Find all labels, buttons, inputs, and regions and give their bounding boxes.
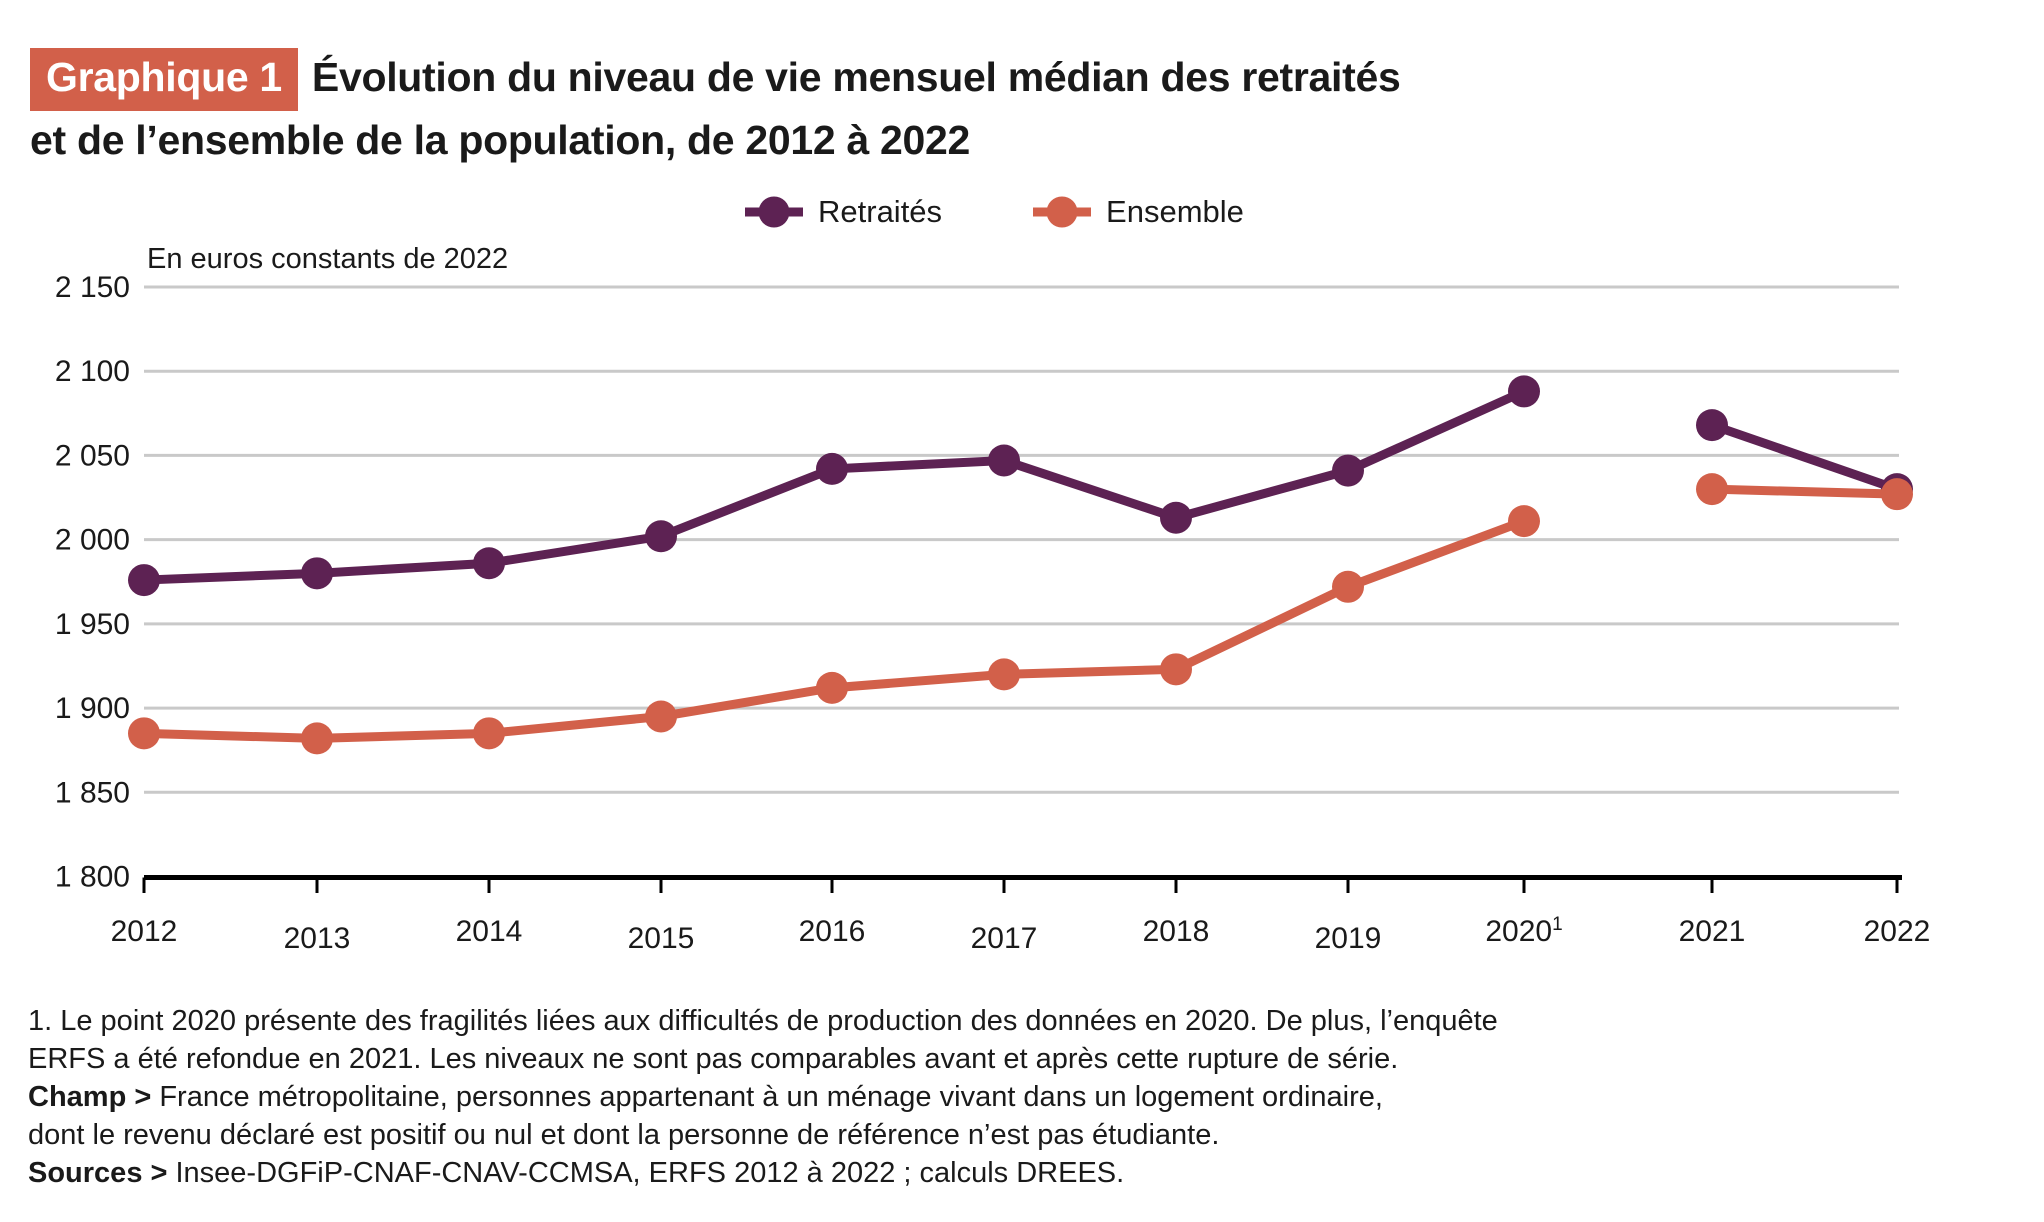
data-point-Retraités-2012 [128, 564, 160, 597]
x-axis-label-2016: 2016 [799, 915, 866, 948]
data-point-Ensemble-2021 [1696, 473, 1728, 506]
legend-label-ensemble: Ensemble [1106, 194, 1244, 229]
legend-label-retraites: Retraités [818, 194, 943, 229]
x-axis-label-2021: 2021 [1679, 915, 1746, 948]
y-axis-label-2100: 2 100 [55, 355, 130, 388]
x-axis-label-2015: 2015 [628, 922, 695, 955]
legend-marker-ensemble-icon [1033, 196, 1092, 228]
x-axis-label-2020: 20201 [1485, 914, 1562, 948]
data-point-Retraités-2020 [1508, 375, 1540, 408]
line-chart: 2 150 2 100 2 050 2 000 1 950 1 900 1 850 1 800… [55, 271, 1931, 955]
data-point-Ensemble-2016 [816, 671, 848, 704]
x-axis-label-2012: 2012 [111, 915, 178, 948]
series-line-Retraités-segment-2 [1710, 420, 1899, 494]
footnote-line: dont le revenu déclaré est positif ou nu… [28, 1119, 1220, 1151]
y-axis-label-1950: 1 950 [55, 608, 130, 641]
chart-legend: Retraités Ensemble [742, 192, 1244, 232]
footnote-line: 1. Le point 2020 présente des fragilités… [28, 1005, 1498, 1037]
legend-item-ensemble: Ensemble [1030, 192, 1244, 232]
x-axis-label-2018: 2018 [1143, 915, 1210, 948]
x-axis-label-2013: 2013 [284, 922, 351, 955]
data-point-Ensemble-2017 [988, 658, 1020, 691]
figure-number-badge: Graphique 1 [30, 48, 298, 111]
data-point-Retraités-2015 [645, 520, 677, 553]
data-point-Retraités-2016 [816, 452, 848, 485]
figure-header: Graphique 1 Évolution du niveau de vie me… [30, 48, 2010, 170]
data-point-Ensemble-2015 [645, 700, 677, 733]
data-point-Ensemble-2018 [1160, 653, 1192, 686]
y-axis-label-1900: 1 900 [55, 692, 130, 725]
x-axis-label-2014: 2014 [456, 915, 523, 948]
axis-unit-label: En euros constants de 2022 [147, 243, 509, 275]
y-axis-label-2150: 2 150 [55, 271, 130, 304]
y-axis-label-2050: 2 050 [55, 439, 130, 472]
y-axis-label-1850: 1 850 [55, 776, 130, 809]
data-point-Ensemble-2022 [1881, 478, 1913, 511]
data-point-Ensemble-2013 [301, 722, 333, 755]
legend-item-retraites: Retraités [742, 192, 942, 232]
series-line-Ensemble-segment-1 [143, 516, 1526, 743]
x-axis-label-2022: 2022 [1864, 915, 1931, 948]
footnote-line: ERFS a été refondue en 2021. Les niveaux… [28, 1043, 1399, 1075]
data-point-Retraités-2013 [301, 557, 333, 590]
x-axis-label-2017: 2017 [971, 922, 1038, 955]
footnote-line: Champ > France métropolitaine, personnes… [28, 1081, 1383, 1113]
legend-marker-retraites-icon [745, 196, 803, 228]
data-point-Retraités-2018 [1160, 501, 1192, 534]
footnote-line: Sources > Insee-DGFiP-CNAF-CNAV-CCMSA, E… [28, 1157, 1125, 1189]
data-point-Ensemble-2012 [128, 717, 160, 750]
figure-title-line2: et de l’ensemble de la population, de 20… [30, 117, 971, 163]
y-axis-label-1800: 1 800 [55, 861, 130, 894]
data-point-Ensemble-2020 [1508, 505, 1540, 538]
data-point-Retraités-2021 [1696, 409, 1728, 442]
y-axis-label-2000: 2 000 [55, 524, 130, 557]
footnotes: 1. Le point 2020 présente des fragilités… [28, 1002, 1548, 1192]
data-point-Ensemble-2019 [1332, 570, 1364, 603]
series-line-Ensemble-segment-2 [1711, 484, 1898, 499]
data-point-Ensemble-2014 [473, 717, 505, 750]
data-point-Retraités-2017 [988, 444, 1020, 477]
x-axis-label-2019: 2019 [1315, 922, 1382, 955]
data-point-Retraités-2014 [473, 547, 505, 580]
figure-title-line1: Évolution du niveau de vie mensuel média… [311, 54, 1401, 100]
data-point-Retraités-2019 [1332, 454, 1364, 487]
series-line-Retraités-segment-1 [143, 387, 1526, 585]
